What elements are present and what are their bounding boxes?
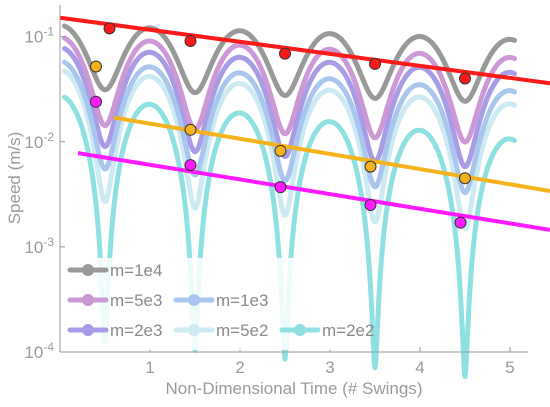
fit-line-0 xyxy=(59,15,550,86)
series-line-3 xyxy=(62,46,517,170)
x-axis-label: Non-Dimensional Time (# Swings) xyxy=(166,379,423,398)
data-marker-12 xyxy=(274,181,287,194)
axes-layer xyxy=(59,5,528,353)
legend-box xyxy=(64,258,334,350)
y-axis-label: Speed (m/s) xyxy=(5,132,24,225)
x-tick-label-1: 2 xyxy=(235,358,244,377)
data-marker-10 xyxy=(90,95,102,108)
legend-label-1: m=5e3 xyxy=(110,291,162,310)
series-layer xyxy=(62,23,517,380)
legend-marker-5 xyxy=(294,324,306,336)
x-tick-label-0: 1 xyxy=(145,358,154,377)
legend-label-5: m=2e2 xyxy=(322,321,374,340)
data-marker-2 xyxy=(279,47,291,60)
y-tick-label-1: 10-2 xyxy=(24,130,54,152)
y-tick-label-2: 10-3 xyxy=(24,235,54,257)
data-marker-8 xyxy=(364,160,377,173)
data-marker-3 xyxy=(369,57,381,70)
ticks-layer: 1 2 3 4 5 10-1 10-2 10-3 10-4 xyxy=(24,25,514,377)
legend-marker-2 xyxy=(188,294,200,306)
data-marker-5 xyxy=(90,60,102,73)
legend-label-2: m=1e3 xyxy=(216,291,268,310)
data-marker-4 xyxy=(459,72,471,85)
markers-layer xyxy=(90,22,471,229)
series-line-1 xyxy=(62,35,517,145)
data-marker-7 xyxy=(274,144,287,157)
y-tick-label-3: 10-4 xyxy=(24,340,54,362)
data-marker-6 xyxy=(184,123,197,136)
data-marker-11 xyxy=(184,159,197,172)
x-tick-label-4: 5 xyxy=(505,358,514,377)
legend: m=1e4 m=5e3 m=1e3 m=2e3 m=5e2 m=2e2 xyxy=(64,258,374,350)
data-marker-14 xyxy=(454,216,467,229)
data-marker-13 xyxy=(364,199,377,212)
legend-marker-1 xyxy=(82,294,94,306)
fit-line-2 xyxy=(77,151,550,232)
legend-marker-4 xyxy=(188,324,200,336)
legend-label-3: m=2e3 xyxy=(110,321,162,340)
legend-marker-3 xyxy=(82,324,94,336)
series-line-0 xyxy=(62,23,517,104)
data-marker-0 xyxy=(103,22,116,35)
legend-label-0: m=1e4 xyxy=(110,261,162,280)
series-line-2 xyxy=(62,59,517,196)
y-tick-label-0: 10-1 xyxy=(24,25,54,47)
data-marker-1 xyxy=(184,34,197,47)
series-line-4 xyxy=(62,68,517,232)
data-marker-9 xyxy=(459,172,471,185)
legend-marker-0 xyxy=(82,264,94,276)
x-tick-label-2: 3 xyxy=(325,358,334,377)
legend-label-4: m=5e2 xyxy=(216,321,268,340)
x-tick-label-3: 4 xyxy=(415,358,424,377)
